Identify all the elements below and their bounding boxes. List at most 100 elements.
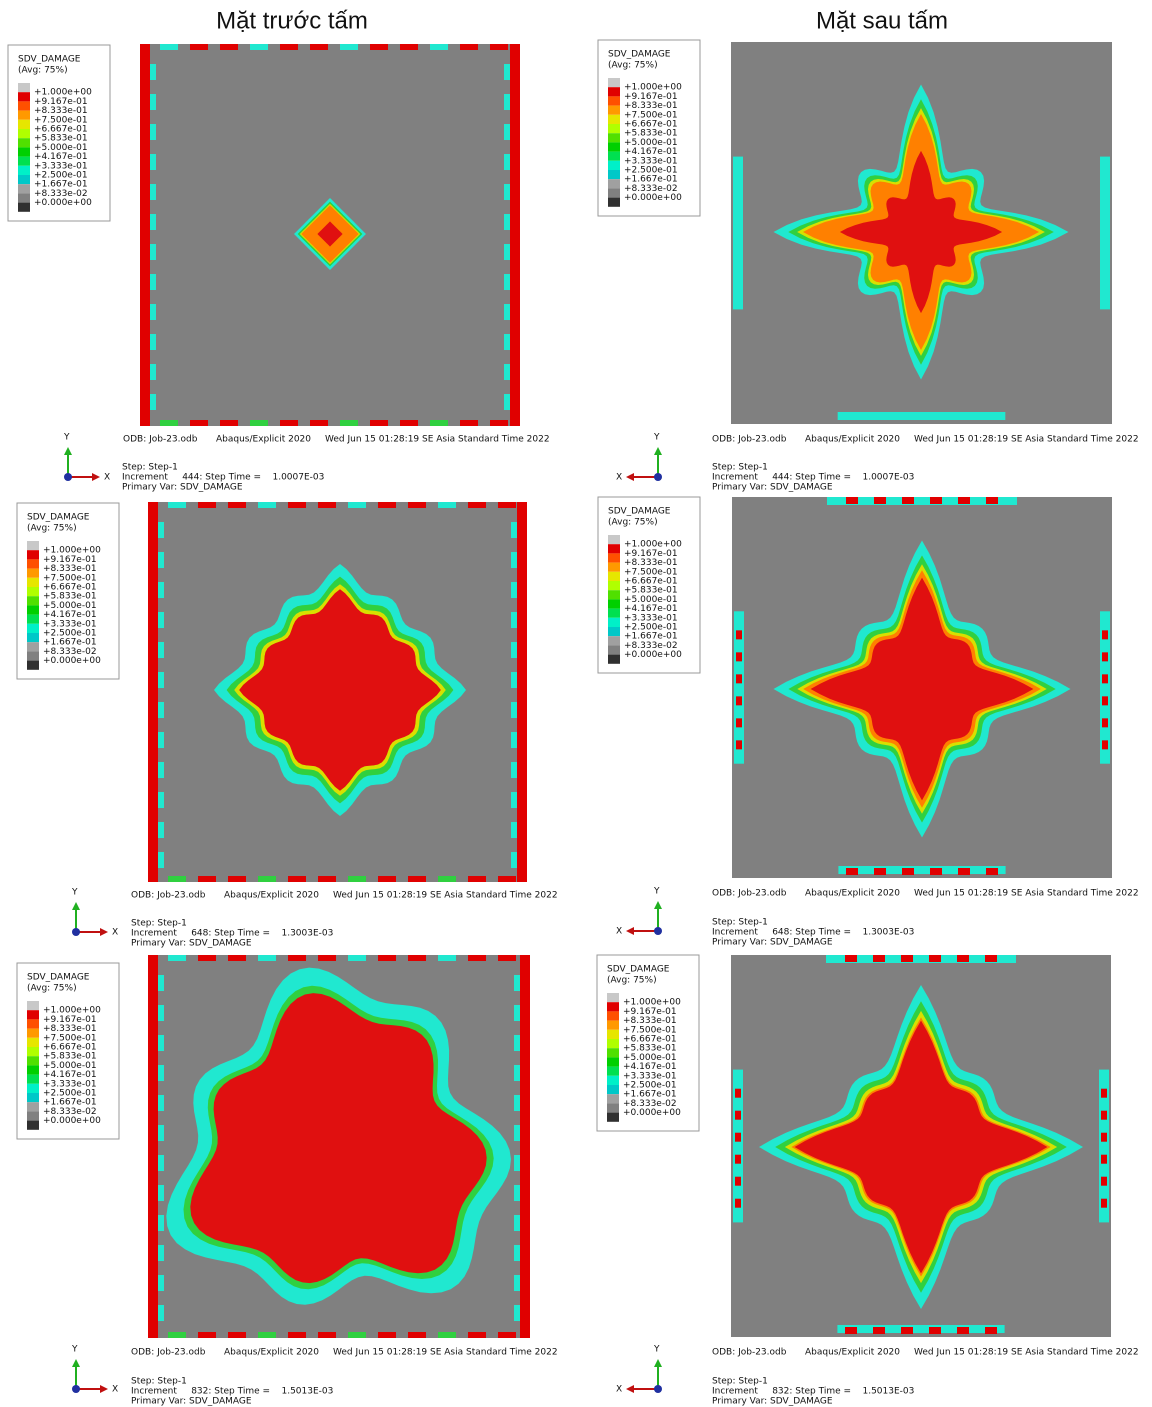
edge-damage bbox=[958, 868, 970, 875]
axis-y-head bbox=[654, 901, 662, 909]
legend-swatch bbox=[27, 1047, 39, 1056]
edge-damage bbox=[1101, 1111, 1107, 1120]
legend-swatch bbox=[608, 133, 620, 142]
edge-damage bbox=[985, 955, 997, 962]
legend-swatch bbox=[18, 101, 30, 110]
legend-swatch bbox=[27, 541, 39, 550]
edge-damage bbox=[1101, 1155, 1107, 1164]
edge-damage bbox=[510, 44, 520, 426]
edge-damage bbox=[929, 955, 941, 962]
edge-damage bbox=[198, 955, 216, 961]
edge-damage bbox=[838, 866, 1005, 874]
figure: Mặt trước tấm Mặt sau tấm SDV_DAMAGE (Avg… bbox=[0, 0, 1152, 1407]
edge-damage bbox=[438, 502, 456, 508]
edge-damage bbox=[158, 672, 164, 688]
legend-swatch bbox=[27, 1111, 39, 1120]
edge-damage bbox=[150, 64, 156, 80]
edge-damage bbox=[514, 1275, 520, 1291]
edge-damage bbox=[408, 955, 426, 961]
legend-subtitle: (Avg: 75%) bbox=[18, 66, 68, 76]
edge-damage bbox=[198, 1332, 216, 1338]
edge-damage bbox=[150, 184, 156, 200]
edge-damage bbox=[310, 44, 328, 50]
solver: Abaqus/Explicit 2020 bbox=[224, 1348, 319, 1358]
legend-title: SDV_DAMAGE bbox=[608, 50, 671, 60]
edge-damage bbox=[520, 955, 530, 1338]
axis-y-label: Y bbox=[71, 888, 78, 898]
legend-swatch bbox=[608, 87, 620, 96]
edge-damage bbox=[468, 955, 486, 961]
edge-damage bbox=[874, 497, 886, 504]
edge-damage bbox=[438, 876, 456, 882]
edge-damage bbox=[930, 497, 942, 504]
edge-damage bbox=[408, 1332, 426, 1338]
date: Wed Jun 15 01:28:19 SE Asia Standard Tim… bbox=[914, 889, 1139, 899]
edge-damage bbox=[514, 1125, 520, 1141]
legend-swatch bbox=[607, 1048, 619, 1057]
legend-swatch bbox=[27, 605, 39, 614]
axis-x-label: X bbox=[616, 1385, 622, 1395]
edge-damage bbox=[514, 975, 520, 991]
axis-origin bbox=[64, 473, 72, 481]
legend-swatch bbox=[27, 1001, 39, 1010]
edge-damage bbox=[150, 394, 156, 410]
odb-name: ODB: Job-23.odb bbox=[712, 889, 787, 899]
edge-damage bbox=[158, 1155, 164, 1171]
primary-var: Primary Var: SDV_DAMAGE bbox=[712, 938, 833, 948]
edge-damage bbox=[288, 876, 306, 882]
edge-damage bbox=[1102, 674, 1108, 683]
edge-damage bbox=[250, 420, 268, 426]
edge-damage bbox=[504, 124, 510, 140]
edge-damage bbox=[228, 502, 246, 508]
edge-damage bbox=[514, 1305, 520, 1321]
axis-y-head bbox=[654, 447, 662, 455]
edge-damage bbox=[258, 1332, 276, 1338]
edge-damage bbox=[370, 420, 388, 426]
edge-damage bbox=[511, 672, 517, 688]
edge-damage bbox=[517, 502, 527, 882]
legend-swatch bbox=[27, 1075, 39, 1084]
edge-damage bbox=[511, 732, 517, 748]
legend-swatch bbox=[18, 166, 30, 175]
edge-damage bbox=[288, 955, 306, 961]
legend-subtitle: (Avg: 75%) bbox=[27, 984, 77, 994]
edge-damage bbox=[514, 1185, 520, 1201]
edge-damage bbox=[220, 420, 238, 426]
edge-damage bbox=[220, 44, 238, 50]
solver: Abaqus/Explicit 2020 bbox=[805, 1348, 900, 1358]
edge-damage bbox=[158, 1035, 164, 1051]
edge-damage bbox=[158, 1305, 164, 1321]
legend-subtitle: (Avg: 75%) bbox=[27, 524, 77, 534]
edge-damage bbox=[148, 955, 158, 1338]
legend-swatch bbox=[607, 1085, 619, 1094]
legend-swatch bbox=[607, 1113, 619, 1122]
edge-damage bbox=[168, 955, 186, 961]
edge-damage bbox=[504, 214, 510, 230]
solver: Abaqus/Explicit 2020 bbox=[805, 435, 900, 445]
edge-damage bbox=[158, 1005, 164, 1021]
column-title: Mặt trước tấm bbox=[216, 7, 368, 34]
primary-var: Primary Var: SDV_DAMAGE bbox=[131, 939, 252, 949]
edge-damage bbox=[288, 1332, 306, 1338]
edge-damage bbox=[158, 1245, 164, 1261]
column-title: Mặt sau tấm bbox=[816, 7, 948, 34]
edge-damage bbox=[348, 502, 366, 508]
edge-damage bbox=[490, 44, 508, 50]
legend-swatch bbox=[608, 78, 620, 87]
legend-swatch bbox=[608, 627, 620, 636]
edge-damage bbox=[1102, 630, 1108, 639]
edge-damage bbox=[340, 420, 358, 426]
edge-damage bbox=[158, 975, 164, 991]
legend-swatch bbox=[608, 563, 620, 572]
edge-damage bbox=[514, 1215, 520, 1231]
legend-swatch bbox=[607, 993, 619, 1002]
legend-swatch bbox=[27, 559, 39, 568]
edge-damage bbox=[514, 1245, 520, 1261]
date: Wed Jun 15 01:28:19 SE Asia Standard Tim… bbox=[333, 1348, 558, 1358]
legend-swatch bbox=[608, 188, 620, 197]
edge-damage bbox=[158, 762, 164, 778]
legend-swatch bbox=[608, 106, 620, 115]
axis-y-label: Y bbox=[653, 887, 660, 897]
legend-swatch bbox=[608, 142, 620, 151]
legend-swatch bbox=[27, 651, 39, 660]
